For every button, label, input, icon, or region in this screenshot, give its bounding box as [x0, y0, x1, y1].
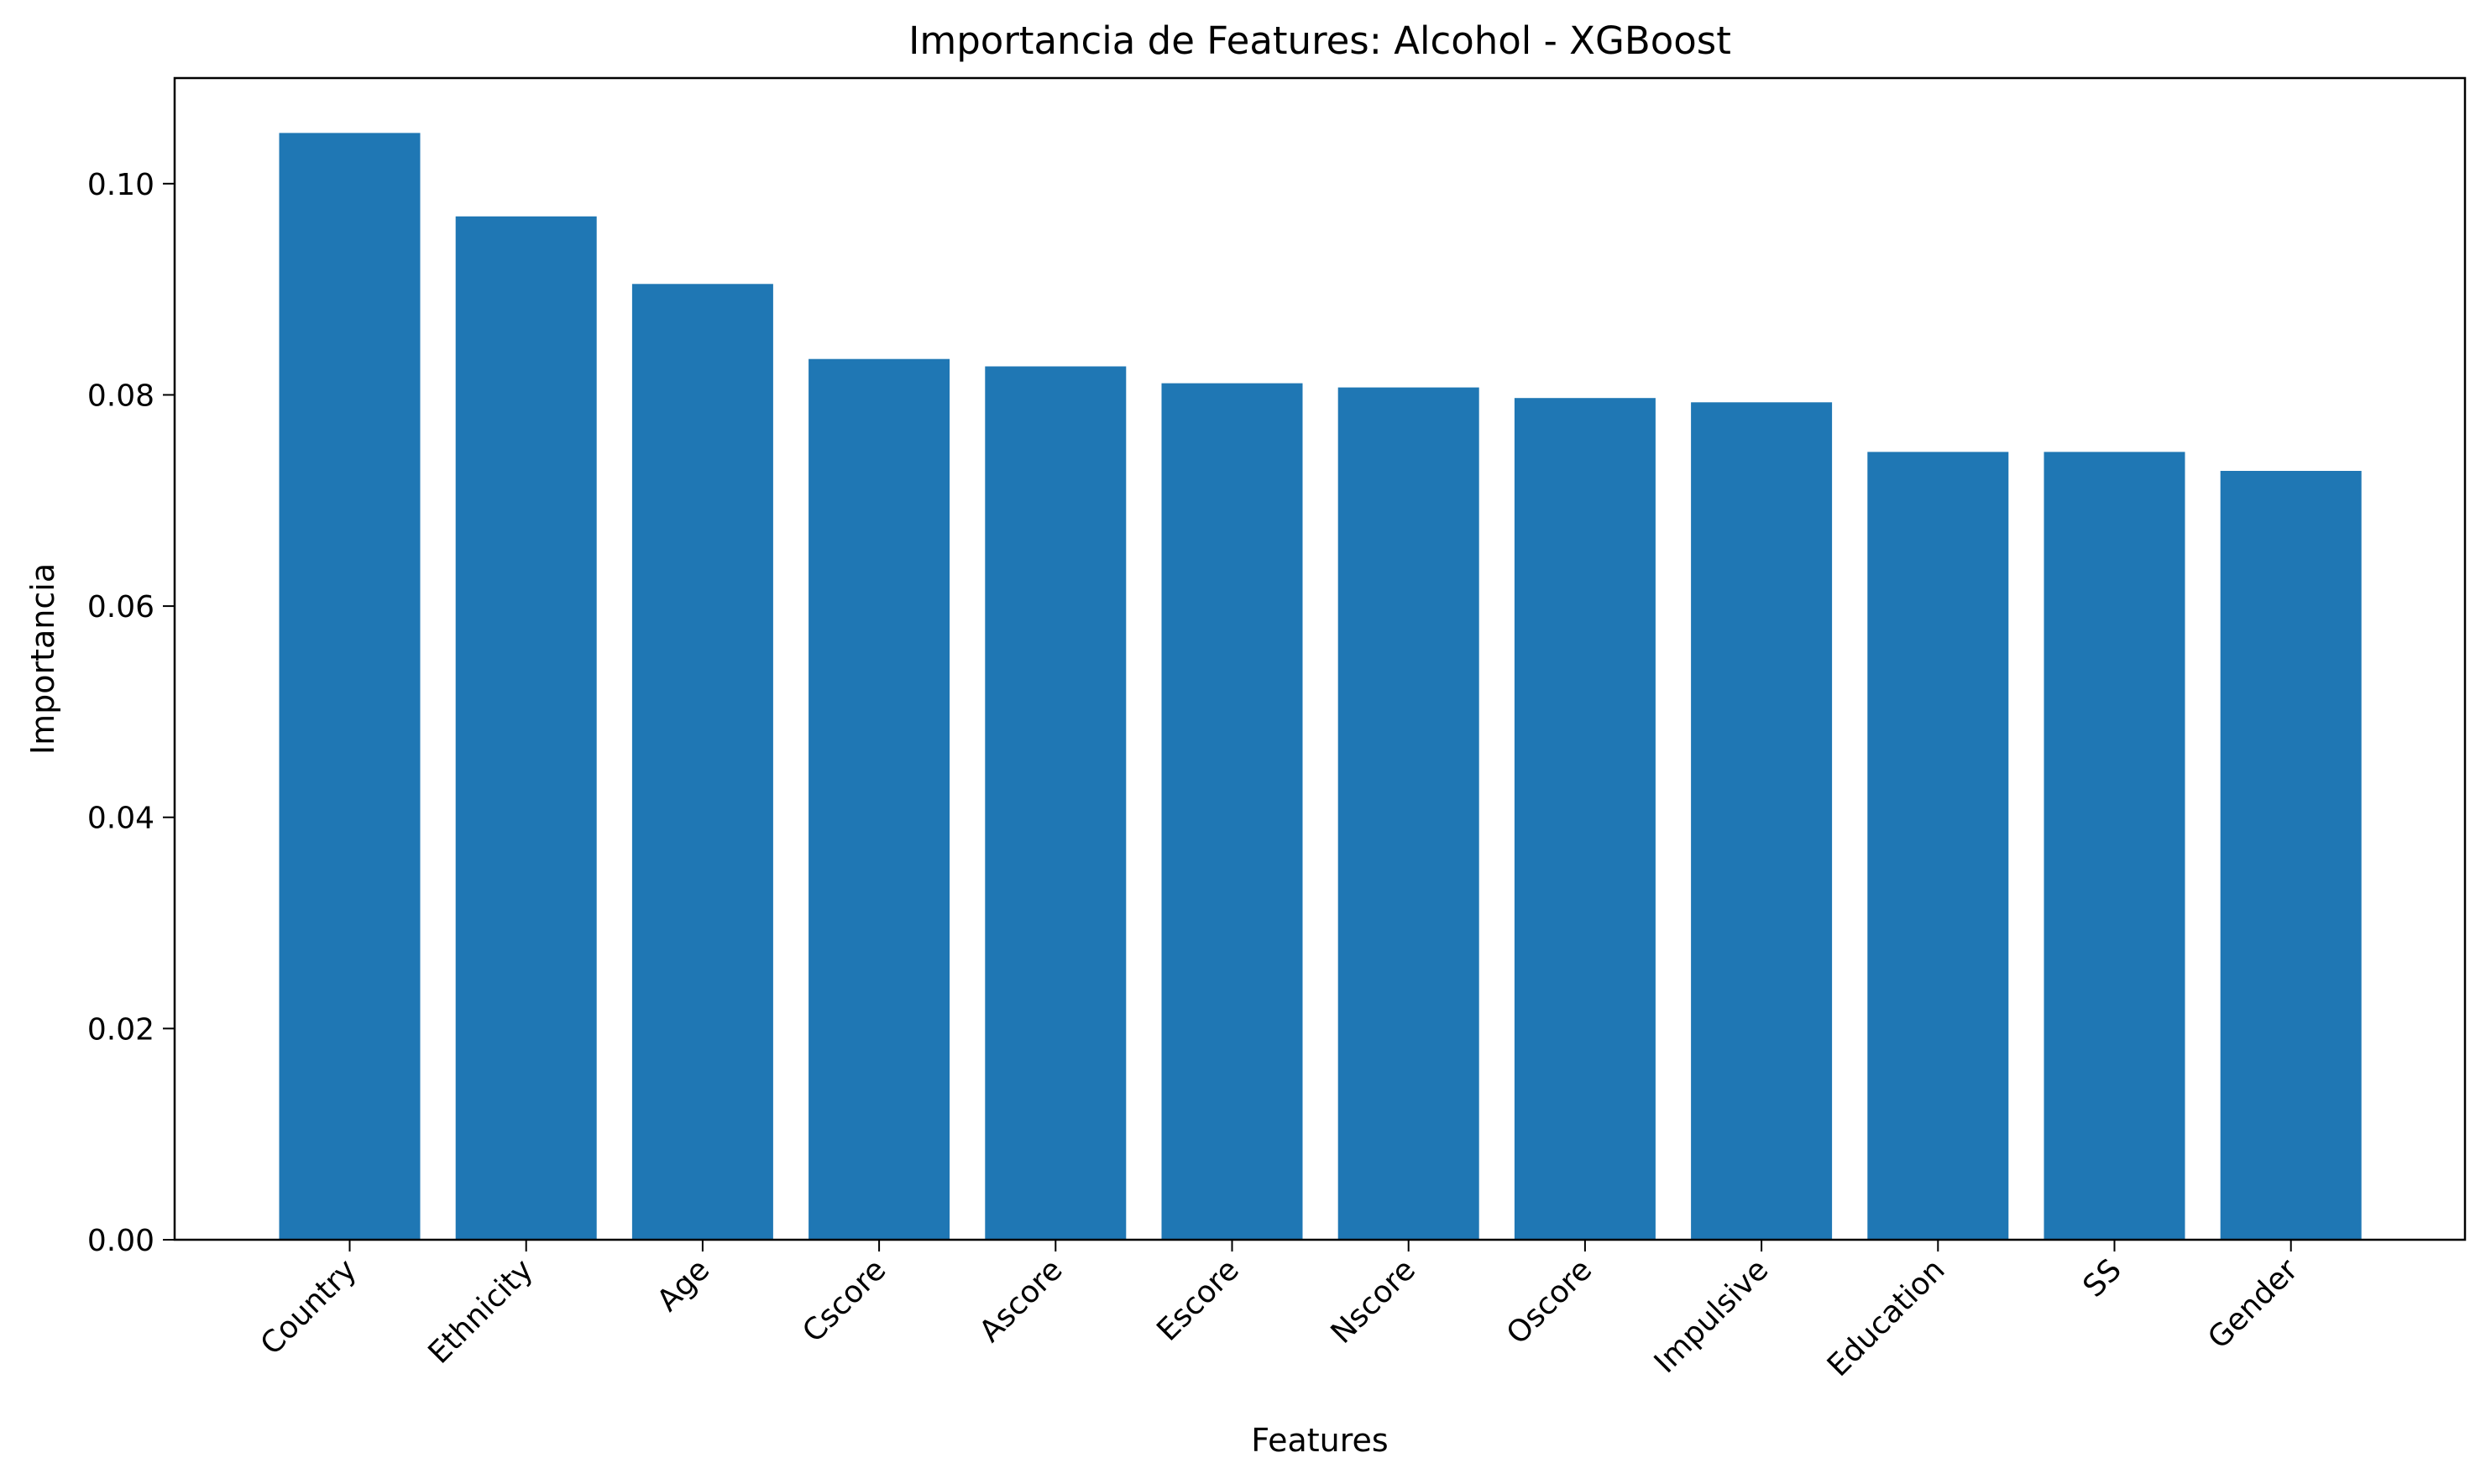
y-tick-label: 0.00 [87, 1224, 154, 1258]
chart-title: Importancia de Features: Alcohol - XGBoo… [908, 18, 1731, 63]
y-tick-label: 0.02 [87, 1012, 154, 1047]
bar-escore [1161, 383, 1303, 1241]
y-axis-label: Importancia [24, 563, 61, 755]
bar-country [279, 133, 421, 1240]
bar-cscore [809, 358, 950, 1241]
bars-group [279, 133, 2362, 1241]
bar-age [631, 284, 773, 1240]
bar-ascore [985, 366, 1127, 1240]
y-tick-label: 0.04 [87, 802, 154, 836]
plot-frame [173, 76, 2467, 1241]
y-tick-label: 0.08 [87, 379, 154, 413]
bar-nscore [1337, 387, 1479, 1241]
bar-education [1867, 452, 2009, 1240]
y-tick-label: 0.10 [87, 168, 154, 202]
y-tick-label: 0.06 [87, 590, 154, 624]
bar-oscore [1514, 398, 1656, 1240]
bar-impulsive [1691, 402, 1833, 1240]
bar-ss [2044, 452, 2185, 1240]
bar-gender [2220, 471, 2362, 1240]
bar-ethnicity [455, 216, 597, 1240]
y-axis-ticks: 0.00 0.02 0.04 0.06 0.08 0.10 [87, 168, 175, 1258]
x-axis-label: Features [1251, 1422, 1388, 1459]
